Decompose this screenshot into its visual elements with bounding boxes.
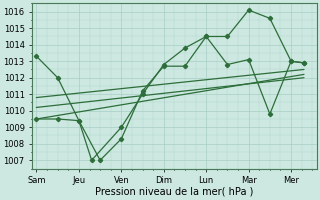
X-axis label: Pression niveau de la mer( hPa ): Pression niveau de la mer( hPa ) — [95, 187, 253, 197]
